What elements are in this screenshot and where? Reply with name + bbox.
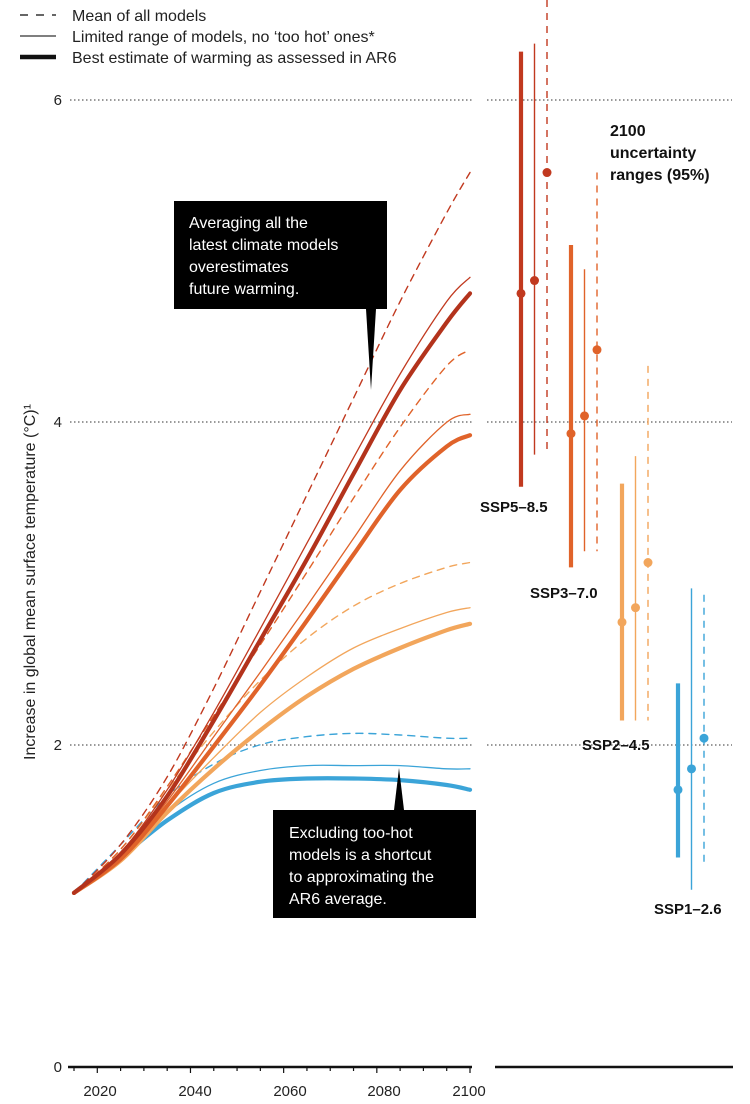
y-axis: 6 4 2 0 Increase in global mean surface … <box>22 92 62 1076</box>
range-center-ssp126-limited-range <box>687 764 696 774</box>
range-center-ssp245-ar6-best-estimate <box>617 617 627 627</box>
annotation-shortcut-line-2: models is a shortcut <box>289 847 432 864</box>
y-tick-label-2: 2 <box>54 737 62 754</box>
annotation-overestimate-box <box>174 201 387 309</box>
x-tick-label-2080: 2080 <box>367 1083 400 1100</box>
y-tick-label-6: 6 <box>54 92 62 109</box>
range-center-ssp585-ar6-best-estimate <box>516 288 526 298</box>
ssp245-label: SSP2–4.5 <box>582 737 650 754</box>
uncertainty-range-layer <box>516 0 709 890</box>
range-center-ssp370-limited-range <box>580 411 589 421</box>
annotation-shortcut-line-1: Excluding too-hot <box>289 825 413 842</box>
y-tick-label-0: 0 <box>54 1059 62 1076</box>
x-tick-label-2100: 2100 <box>452 1083 485 1100</box>
annotation-overestimate-line-2: latest climate models <box>189 237 338 254</box>
range-center-ssp585-limited-range <box>530 276 539 286</box>
range-title-line-1: 2100 <box>610 123 646 140</box>
x-tick-label-2060: 2060 <box>273 1083 306 1100</box>
y-tick-label-4: 4 <box>54 414 62 431</box>
range-center-ssp126-mean-all-models <box>699 733 709 743</box>
annotation-overestimate-pointer <box>366 309 376 390</box>
legend-label-mean: Mean of all models <box>72 8 206 25</box>
annotation-overestimate: Averaging all the latest climate models … <box>174 201 387 390</box>
series-line-ssp370-ar6-best-estimate <box>71 433 473 895</box>
scenario-labels: SSP5–8.5 SSP3–7.0 SSP2–4.5 SSP1–2.6 <box>480 499 722 918</box>
series-line-ssp370-limited-range <box>73 413 471 894</box>
annotation-overestimate-line-1: Averaging all the <box>189 215 308 232</box>
x-ticks <box>73 1067 471 1073</box>
series-line-ssp126-mean-all-models <box>73 732 471 894</box>
annotation-shortcut-line-3: to approximating the <box>289 869 434 886</box>
annotation-shortcut-box <box>273 810 476 918</box>
annotation-overestimate-line-3: overestimates <box>189 259 289 276</box>
series-line-ssp585-mean-all-models <box>73 171 471 894</box>
annotation-overestimate-line-4: future warming. <box>189 281 299 298</box>
range-center-ssp585-mean-all-models <box>542 168 552 178</box>
y-axis-title: Increase in global mean surface temperat… <box>22 404 39 760</box>
series-line-ssp585-ar6-best-estimate <box>71 291 473 895</box>
range-center-ssp370-ar6-best-estimate <box>566 429 576 439</box>
ssp585-label: SSP5–8.5 <box>480 499 548 516</box>
annotation-shortcut-line-4: AR6 average. <box>289 891 387 908</box>
x-tick-label-2040: 2040 <box>178 1083 211 1100</box>
range-center-ssp370-mean-all-models <box>592 345 602 355</box>
series-layer <box>71 171 473 895</box>
annotation-shortcut-pointer <box>394 768 404 810</box>
ssp370-label: SSP3–7.0 <box>530 585 598 602</box>
range-center-ssp126-ar6-best-estimate <box>673 785 683 795</box>
range-title-line-3: ranges (95%) <box>610 167 710 184</box>
x-axis: 2020 2040 2060 2080 2100 <box>68 1065 733 1100</box>
legend: Mean of all models Limited range of mode… <box>20 8 397 67</box>
annotation-shortcut: Excluding too-hot models is a shortcut t… <box>273 768 476 918</box>
range-title: 2100 uncertainty ranges (95%) <box>610 123 710 184</box>
ssp126-label: SSP1–2.6 <box>654 901 722 918</box>
range-center-ssp245-mean-all-models <box>643 558 653 568</box>
legend-label-limited: Limited range of models, no ‘too hot’ on… <box>72 29 375 46</box>
series-line-ssp585-limited-range <box>73 276 471 894</box>
series-line-ssp370-mean-all-models <box>73 349 471 894</box>
range-title-line-2: uncertainty <box>610 145 696 162</box>
legend-label-best: Best estimate of warming as assessed in … <box>72 50 397 67</box>
range-center-ssp245-limited-range <box>631 603 640 613</box>
x-tick-label-2020: 2020 <box>83 1083 116 1100</box>
